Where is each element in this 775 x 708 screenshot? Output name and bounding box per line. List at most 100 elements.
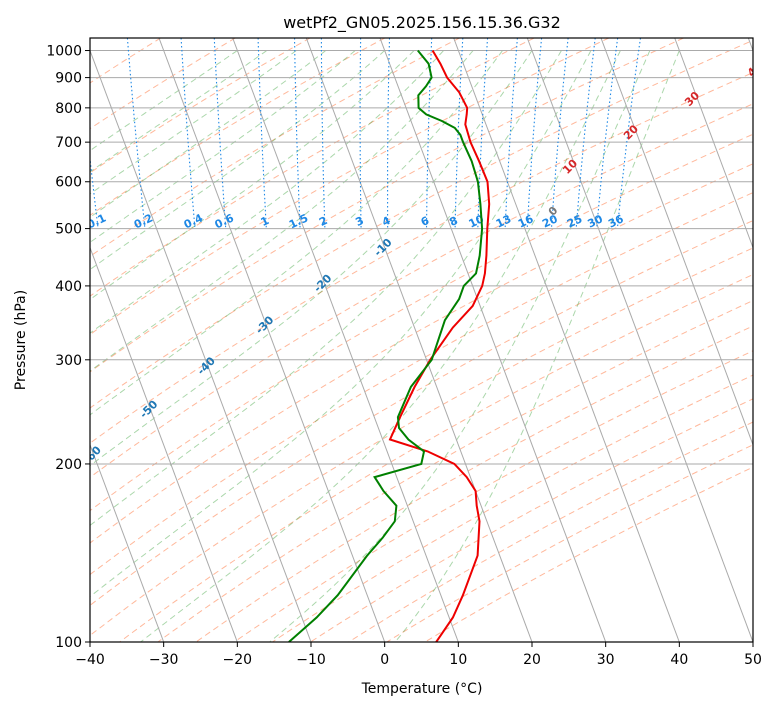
mixing-ratio-line [575, 38, 596, 229]
x-tick-label: −20 [223, 652, 253, 668]
mixing-ratio-line [257, 38, 267, 229]
x-axis-label: Temperature (°C) [361, 681, 483, 697]
mixing-ratio-line [126, 38, 146, 229]
moist-adiabat-line [90, 50, 386, 271]
mixing-ratio-label: 2 [317, 214, 329, 229]
dry-adiabat-line [157, 299, 753, 642]
isotherm-warm-label: 30 [682, 89, 702, 109]
mixing-ratio-line [387, 38, 391, 229]
x-tick-label: 0 [380, 652, 389, 668]
mixing-ratio-label: 6 [419, 214, 432, 229]
y-tick-label: 800 [55, 101, 82, 117]
isotherm-label: -40 [195, 354, 218, 377]
y-tick-label: 600 [55, 175, 82, 191]
isotherm-label: -30 [253, 313, 276, 336]
x-tick-label: 40 [670, 652, 688, 668]
dry-adiabat-line [90, 103, 753, 478]
mixing-ratio-line [550, 38, 569, 229]
moist-adiabat-line [269, 50, 651, 642]
moist-adiabat-line [90, 50, 503, 416]
plot-area: 0.10.20.40.611.52346810131620253036-100-… [22, 38, 765, 642]
isotherm-line [305, 38, 533, 642]
y-tick-label: 700 [55, 135, 82, 151]
chart-title: wetPf2_GN05.2025.156.15.36.G32 [283, 13, 561, 33]
isotherm-line [90, 443, 165, 642]
mixing-ratio-label: 3 [353, 214, 365, 229]
isotherm-line [90, 49, 312, 642]
moist-adiabat-line [90, 50, 592, 598]
moist-adiabat-line [90, 50, 238, 152]
mixing-ratio-label: 30 [586, 212, 606, 230]
isotherm-line [158, 38, 386, 642]
isotherm-warm-label: 10 [560, 156, 580, 176]
y-tick-label: 500 [55, 222, 82, 238]
x-tick-label: −30 [149, 652, 179, 668]
mixing-ratio-line [294, 38, 301, 229]
dry-adiabat-line [90, 220, 753, 607]
isotherm-label: -70 [22, 484, 45, 507]
dry-adiabat-line [90, 38, 460, 257]
temperature-profile [388, 49, 491, 642]
dry-adiabat-line [90, 39, 753, 409]
moist-adiabat-line [90, 50, 444, 334]
isotherm-warm-label: 40 [745, 59, 765, 79]
y-tick-label: 100 [55, 635, 82, 651]
x-axis: −40 −30 −20 −10 0 10 20 30 40 50 [75, 642, 762, 668]
plot-frame [89, 37, 754, 643]
isotherm-line [674, 38, 753, 250]
dry-adiabat-line [424, 466, 753, 642]
dry-adiabat-line [348, 421, 753, 642]
y-tick-label: 900 [55, 71, 82, 87]
mixing-ratio-label: 36 [606, 212, 626, 230]
x-tick-label: 20 [523, 652, 541, 668]
dry-adiabat-line [90, 38, 311, 174]
mixing-ratio-label: 20 [540, 212, 560, 230]
y-tick-label: 300 [55, 353, 82, 369]
x-tick-label: 30 [597, 652, 615, 668]
moist-adiabat-line [90, 50, 327, 218]
isotherm-line [379, 38, 607, 642]
mixing-ratio-label: 1 [259, 214, 271, 229]
mixing-ratio-label: 8 [447, 214, 459, 229]
mixing-ratio-line [596, 38, 619, 229]
moist-adiabat-line [90, 50, 474, 372]
isotherm-line [600, 38, 753, 447]
moist-adiabat-line [90, 50, 356, 243]
dry-adiabat-line [90, 38, 684, 373]
isotherm-line [526, 38, 753, 642]
isotherm-line [232, 38, 459, 642]
moist-adiabat-line [90, 50, 562, 527]
x-tick-label: −10 [296, 652, 326, 668]
mixing-ratio-line [616, 38, 642, 229]
dewpoint-profile [288, 49, 484, 642]
dry-adiabat-line [310, 398, 753, 642]
dry-adiabat-line [90, 191, 753, 576]
mixing-ratio-label: 10 [467, 212, 487, 230]
isotherm-line [453, 38, 680, 642]
mixing-ratio-line [90, 153, 99, 229]
mixing-ratio-label: 16 [516, 212, 536, 230]
dry-adiabat-line [386, 444, 753, 642]
isotherm-label: -10 [371, 236, 394, 259]
mixing-ratio-line [504, 38, 518, 229]
x-tick-label: 10 [449, 652, 467, 668]
isotherm-label: -20 [311, 272, 334, 295]
y-tick-label: 400 [55, 279, 82, 295]
dry-adiabat-line [90, 163, 753, 544]
x-tick-label: 50 [744, 652, 762, 668]
dry-adiabat-line [90, 38, 385, 216]
mixing-ratio-label: 13 [494, 212, 513, 230]
moist-adiabat-line [90, 50, 268, 173]
moist-adiabat-line [90, 50, 533, 467]
y-axis: 1000 900 800 700 600 500 400 300 200 100 [46, 44, 90, 651]
dry-adiabat-line [195, 325, 753, 642]
dry-adiabat-line [90, 38, 236, 130]
dry-adiabat-line [90, 133, 753, 512]
isotherm-line [747, 38, 753, 53]
mixing-ratio-label: 25 [565, 212, 584, 230]
dry-adiabat-line [272, 374, 753, 642]
mixing-ratio-line [359, 38, 362, 229]
y-tick-label: 1000 [46, 44, 82, 60]
moist-adiabat-line [90, 50, 415, 301]
x-tick-label: −40 [75, 652, 105, 668]
